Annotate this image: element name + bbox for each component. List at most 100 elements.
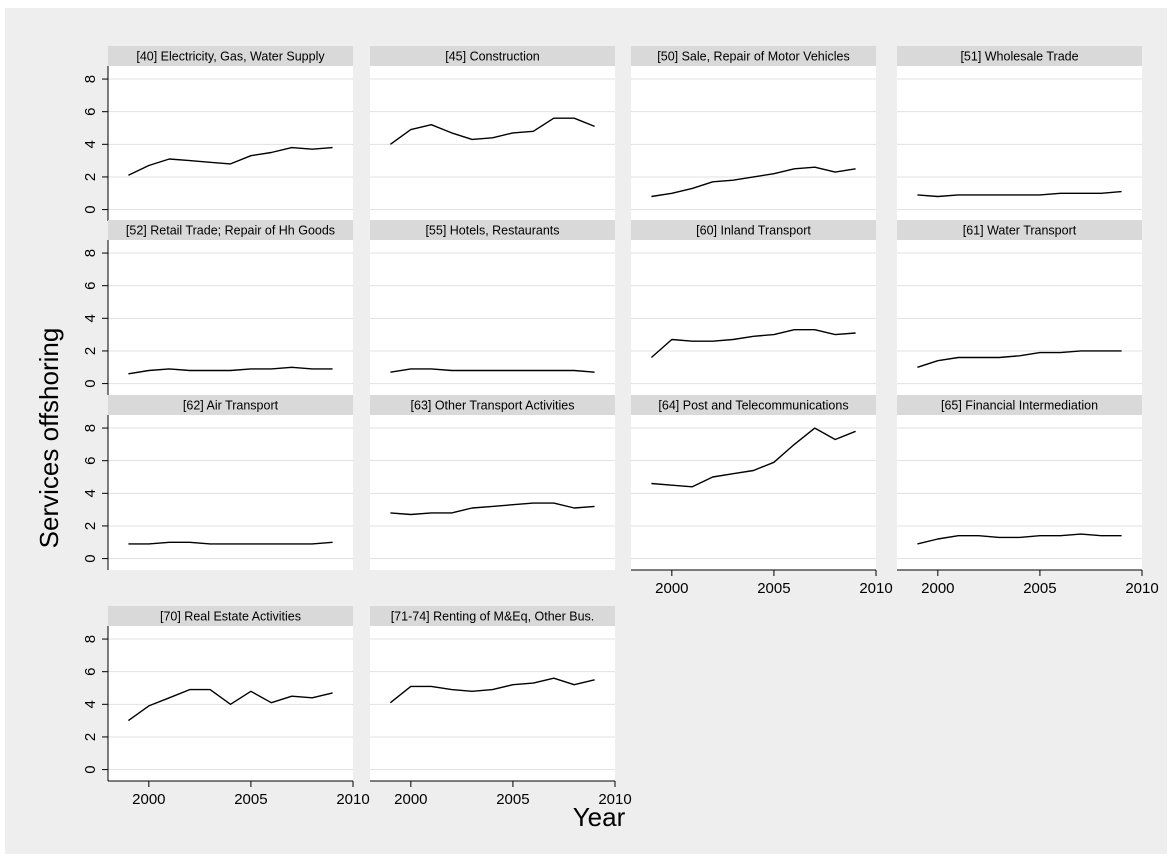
plot-area: [897, 240, 1142, 395]
y-tick-label: 8: [82, 249, 99, 257]
panel-title: [64] Post and Telecommunications: [658, 399, 848, 413]
y-tick-label: 4: [82, 489, 99, 497]
y-tick-label: 8: [82, 75, 99, 83]
y-tick-label: 2: [82, 522, 99, 530]
y-tick-label: 0: [82, 554, 99, 562]
panel-title: [52] Retail Trade; Repair of Hh Goods: [126, 224, 335, 238]
y-tick-label: 4: [82, 314, 99, 322]
x-tick-label: 2010: [336, 791, 369, 808]
panel-header: [370, 220, 615, 240]
series-line: [389, 117, 595, 145]
plot-area: [631, 240, 876, 395]
panel: [61] Water Transport: [897, 220, 1142, 395]
small-multiples-line-chart: [40] Electricity, Gas, Water Supply 0 2 4 6 8…: [34, 46, 1159, 832]
series-line: [651, 427, 856, 488]
panel: [60] Inland Transport: [631, 220, 876, 395]
y-tick-label: 2: [82, 347, 99, 355]
panel-title: [71-74] Renting of M&Eq, Other Bus.: [391, 610, 595, 624]
plot-area: [370, 626, 615, 781]
series-line: [917, 533, 1122, 545]
panel: [65] Financial Intermediation 2000 2005 201…: [897, 395, 1159, 597]
x-tick-label: 2000: [132, 791, 165, 808]
y-tick-label: 0: [82, 205, 99, 213]
y-tick-label: 6: [82, 282, 99, 290]
panel: [51] Wholesale Trade: [897, 46, 1142, 221]
panel-header: [897, 220, 1142, 240]
panel-header: [108, 46, 353, 66]
plot-area: [370, 415, 615, 570]
plot-area: [631, 66, 876, 221]
panel: [62] Air Transport 0 2 4 6 8: [82, 395, 353, 570]
y-tick-label: 0: [82, 765, 99, 773]
series-line: [390, 368, 595, 373]
panel-header: [108, 606, 353, 626]
panel-header: [108, 395, 353, 415]
x-tick-label: 2000: [655, 580, 688, 597]
panel: [71-74] Renting of M&Eq, Other Bus. 2000 2…: [370, 606, 632, 808]
y-tick-label: 8: [82, 635, 99, 643]
y-tick-label: 2: [82, 733, 99, 741]
y-tick-label: 6: [82, 457, 99, 465]
x-axis-title: Year: [573, 802, 626, 832]
panel-title: [60] Inland Transport: [696, 224, 811, 238]
series-line: [390, 502, 595, 516]
x-tick-label: 2005: [1023, 580, 1056, 597]
panel: [63] Other Transport Activities: [370, 395, 615, 570]
y-tick-label: 6: [82, 668, 99, 676]
series-line: [650, 329, 856, 359]
plot-area: [108, 415, 353, 570]
panel-header: [631, 220, 876, 240]
panel-header: [631, 46, 876, 66]
panel-title: [62] Air Transport: [183, 399, 279, 413]
plot-area: [897, 66, 1142, 221]
plot-area: [370, 66, 615, 221]
panel-header: [108, 220, 353, 240]
panel-header: [370, 606, 615, 626]
x-tick-label: 2010: [1125, 580, 1158, 597]
panel-title: [51] Wholesale Trade: [960, 50, 1078, 64]
chart-background: [40] Electricity, Gas, Water Supply 0 2 4 6 8…: [5, 8, 1167, 854]
x-tick-label: 2010: [598, 791, 631, 808]
panel-header: [370, 46, 615, 66]
x-tick-label: 2010: [859, 580, 892, 597]
panel: [45] Construction: [370, 46, 615, 221]
series-line: [917, 190, 1122, 198]
panel: [70] Real Estate Activities 0 2 4 6 8 2000 2005…: [82, 606, 370, 808]
panel-title: [65] Financial Intermediation: [941, 399, 1098, 413]
series-line: [128, 366, 333, 375]
panel: [52] Retail Trade; Repair of Hh Goods 0 2 4…: [82, 220, 353, 395]
panel: [64] Post and Telecommunications 2000 2005…: [631, 395, 893, 597]
panel-title: [63] Other Transport Activities: [411, 399, 575, 413]
panel-title: [61] Water Transport: [963, 224, 1077, 238]
y-tick-label: 4: [82, 140, 99, 148]
series-line: [389, 677, 595, 704]
y-axis-title: Services offshoring: [34, 328, 64, 549]
y-tick-label: 2: [82, 173, 99, 181]
series-line: [127, 688, 333, 722]
x-tick-label: 2000: [394, 791, 427, 808]
panel-header: [631, 395, 876, 415]
x-tick-label: 2005: [234, 791, 267, 808]
panel: [50] Sale, Repair of Motor Vehicles: [631, 46, 876, 221]
series-line: [651, 166, 856, 198]
panel-header: [897, 46, 1142, 66]
series-line: [917, 350, 1122, 368]
y-tick-label: 0: [82, 379, 99, 387]
panel-title: [45] Construction: [445, 50, 540, 64]
series-line: [128, 541, 333, 545]
panel-header: [897, 395, 1142, 415]
x-tick-label: 2005: [496, 791, 529, 808]
panel-title: [70] Real Estate Activities: [160, 610, 301, 624]
panel-header: [370, 395, 615, 415]
plot-area: [370, 240, 615, 395]
plot-area: [897, 415, 1142, 570]
plot-area: [631, 415, 876, 570]
panel-title: [55] Hotels, Restaurants: [425, 224, 559, 238]
y-tick-label: 4: [82, 700, 99, 708]
x-tick-label: 2005: [757, 580, 790, 597]
panel: [55] Hotels, Restaurants: [370, 220, 615, 395]
panel-title: [40] Electricity, Gas, Water Supply: [136, 50, 325, 64]
panel: [40] Electricity, Gas, Water Supply 0 2 4 6 8: [82, 46, 353, 221]
panel-title: [50] Sale, Repair of Motor Vehicles: [657, 50, 849, 64]
x-tick-label: 2000: [921, 580, 954, 597]
